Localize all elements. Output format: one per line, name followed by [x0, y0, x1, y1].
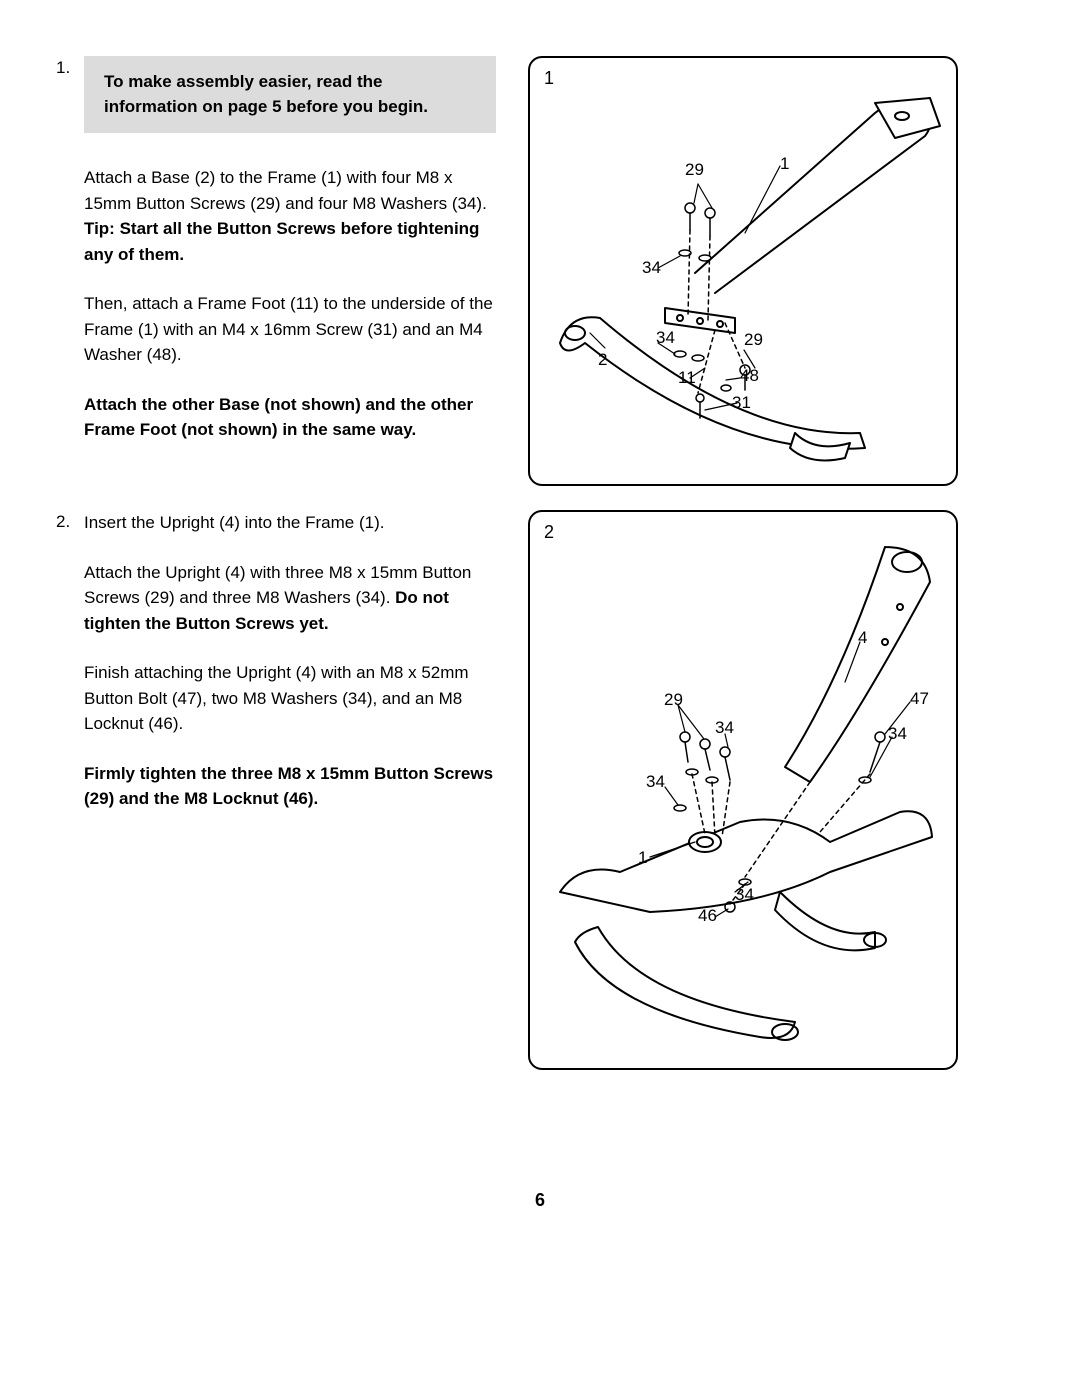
fig1-c1: 1 — [780, 154, 789, 174]
figure-1-drawing — [530, 58, 960, 488]
step-2-para-4: Firmly tighten the three M8 x 15mm Butto… — [84, 761, 496, 812]
fig2-c4: 4 — [858, 628, 867, 648]
fig2-c34a: 34 — [715, 718, 734, 738]
figure-1-label: 1 — [544, 68, 554, 89]
step-1-para-1: Attach a Base (2) to the Frame (1) with … — [84, 165, 496, 267]
figure-2: 2 — [528, 510, 958, 1070]
step-1-number: 1. — [56, 56, 84, 81]
step-2-body: Insert the Upright (4) into the Frame (1… — [84, 510, 496, 836]
fig2-c47: 47 — [910, 689, 929, 709]
fig1-c29b: 29 — [744, 330, 763, 350]
figure-2-col: 2 — [528, 510, 958, 1070]
fig2-c34c: 34 — [646, 772, 665, 792]
fig1-c34b: 34 — [656, 328, 675, 348]
fig1-c31: 31 — [732, 393, 751, 413]
page-number: 6 — [56, 1190, 1024, 1211]
fig2-c34d: 34 — [735, 885, 754, 905]
fig2-c34b: 34 — [888, 724, 907, 744]
fig1-c34a: 34 — [642, 258, 661, 278]
step-2-para-3: Finish attaching the Upright (4) with an… — [84, 660, 496, 737]
fig2-c29: 29 — [664, 690, 683, 710]
fig1-c29a: 29 — [685, 160, 704, 180]
fig2-c1: 1 — [638, 848, 647, 868]
manual-page: 1. To make assembly easier, read the inf… — [0, 0, 1080, 1251]
step-2-para-2: Attach the Upright (4) with three M8 x 1… — [84, 560, 496, 637]
step-2-text: 2. Insert the Upright (4) into the Frame… — [56, 510, 496, 836]
figure-1-col: 1 — [528, 56, 958, 486]
figure-2-drawing — [530, 512, 960, 1072]
step-1-para-1b: Tip: Start all the Button Screws before … — [84, 219, 479, 264]
tip-box: To make assembly easier, read the inform… — [84, 56, 496, 133]
step-2-row: 2. Insert the Upright (4) into the Frame… — [56, 510, 1024, 1070]
step-2-para-1: Insert the Upright (4) into the Frame (1… — [84, 510, 496, 536]
fig2-c46: 46 — [698, 906, 717, 926]
step-1-row: 1. To make assembly easier, read the inf… — [56, 56, 1024, 486]
step-1-para-2: Then, attach a Frame Foot (11) to the un… — [84, 291, 496, 368]
fig1-c11: 11 — [678, 368, 696, 388]
figure-1: 1 — [528, 56, 958, 486]
figure-2-label: 2 — [544, 522, 554, 543]
step-1-body: To make assembly easier, read the inform… — [84, 56, 496, 467]
step-1-para-3: Attach the other Base (not shown) and th… — [84, 392, 496, 443]
step-1-text: 1. To make assembly easier, read the inf… — [56, 56, 496, 467]
fig1-c2: 2 — [598, 350, 607, 370]
step-1-para-1a: Attach a Base (2) to the Frame (1) with … — [84, 168, 487, 213]
fig1-c48: 48 — [740, 366, 759, 386]
step-2-number: 2. — [56, 510, 84, 535]
